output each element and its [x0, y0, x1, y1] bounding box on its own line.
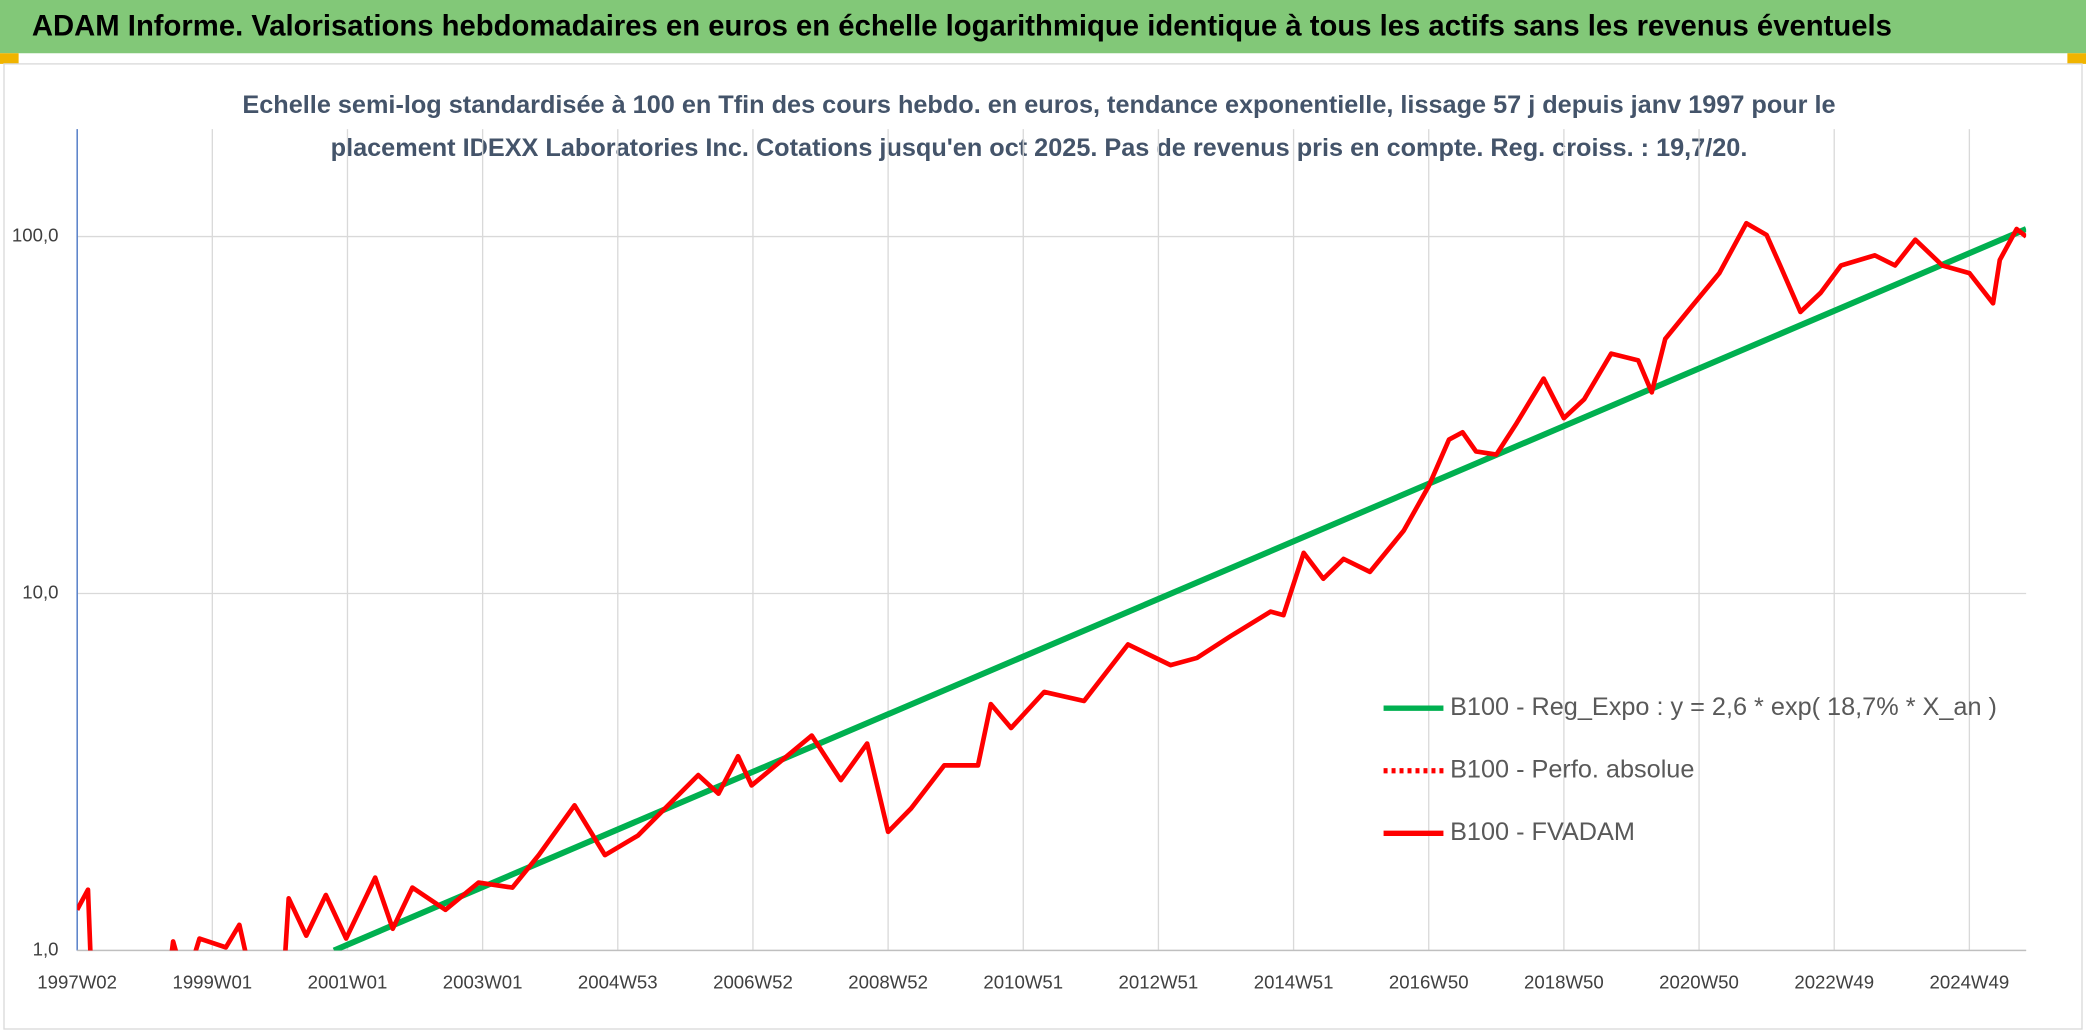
x-tick-label: 2014W51 — [1254, 972, 1334, 993]
x-tick-label: 2004W53 — [578, 972, 658, 993]
chart-subtitle: Echelle semi-log standardisée à 100 en T… — [242, 91, 1835, 119]
corner-mark — [2067, 53, 2086, 64]
legend-label: B100 - FVADAM — [1450, 818, 1635, 846]
x-tick-label: 1997W02 — [37, 972, 117, 993]
chart-frame — [3, 63, 2083, 1030]
series-line — [77, 220, 2027, 951]
series-line — [332, 226, 2027, 951]
x-tick-label: 2001W01 — [308, 972, 388, 993]
y-tick-label: 100,0 — [12, 224, 59, 245]
x-tick-label: 2010W51 — [983, 972, 1063, 993]
chart-title: ADAM Informe. Valorisations hebdomadaire… — [32, 11, 1892, 43]
x-tick-label: 2006W52 — [713, 972, 793, 993]
corner-mark — [0, 53, 19, 64]
y-tick-label: 1,0 — [33, 938, 59, 959]
legend-label: B100 - Perfo. absolue — [1450, 755, 1694, 783]
x-tick-label: 2008W52 — [848, 972, 928, 993]
x-tick-label: 2024W49 — [1930, 972, 2010, 993]
y-tick-label: 10,0 — [22, 581, 58, 602]
x-tick-label: 2003W01 — [443, 972, 523, 993]
chart-subtitle: placement IDEXX Laboratories Inc. Cotati… — [331, 134, 1748, 162]
x-tick-label: 2018W50 — [1524, 972, 1604, 993]
x-tick-label: 1999W01 — [172, 972, 252, 993]
x-tick-label: 2022W49 — [1794, 972, 1874, 993]
x-tick-label: 2012W51 — [1119, 972, 1199, 993]
x-tick-label: 2016W50 — [1389, 972, 1469, 993]
x-tick-label: 2020W50 — [1659, 972, 1739, 993]
header-bar — [0, 0, 2086, 54]
plot-area — [77, 220, 2027, 951]
legend-label: B100 - Reg_Expo : y = 2,6 * exp( 18,7% *… — [1450, 693, 1997, 721]
